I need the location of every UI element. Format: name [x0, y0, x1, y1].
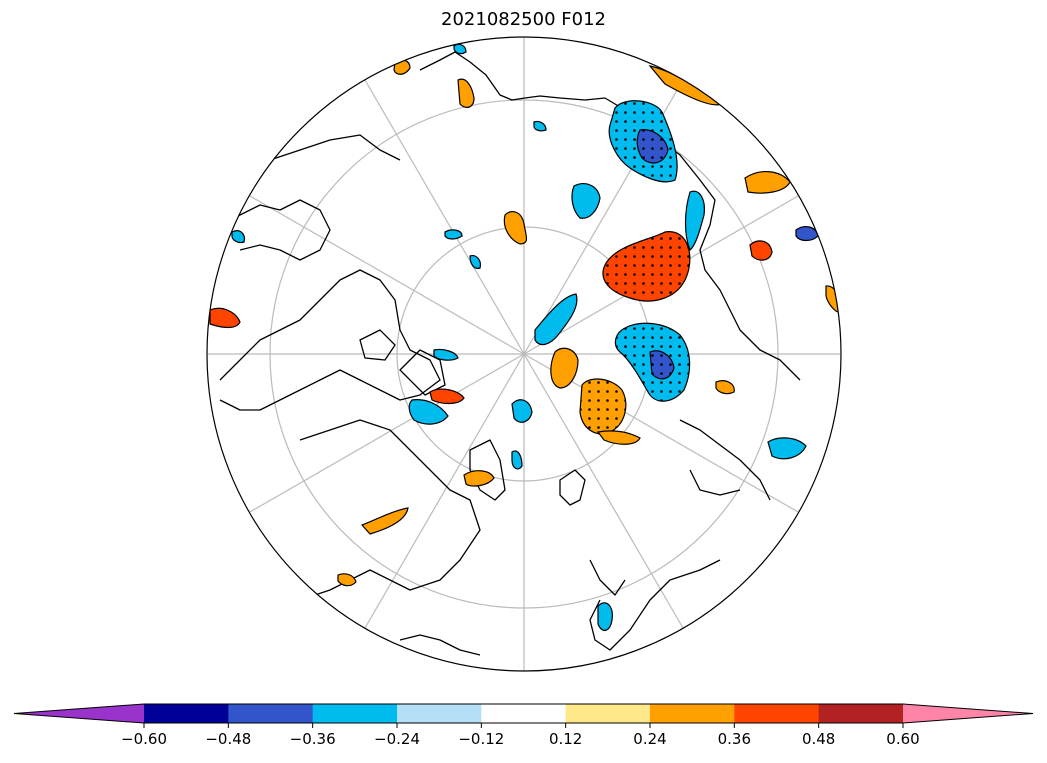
coastline-canadian-archipelago: [219, 269, 441, 411]
colorbar-tick-label: −0.60: [121, 730, 167, 748]
negative-anomaly-region: [453, 43, 467, 55]
coastline-chukotka: [269, 134, 401, 161]
colorbar-swatch: [481, 704, 567, 723]
positive-anomaly-region: [337, 573, 357, 587]
coastline-island: [359, 329, 396, 361]
colorbar-swatch: [650, 704, 735, 723]
colorbar-tick-label: 0.48: [802, 730, 835, 748]
meridian-line: [249, 195, 525, 355]
negative-anomaly-region: [511, 450, 523, 470]
map-boundary: [206, 36, 842, 672]
colorbar-swatch: [397, 704, 482, 723]
colorbar-tick-label: 0.12: [549, 730, 582, 748]
colorbar-extend-high: [903, 704, 1033, 723]
negative-anomaly-region: [408, 399, 449, 425]
positive-anomaly-region: [429, 388, 465, 405]
negative-anomaly-region: [469, 255, 481, 269]
significance-stipple: [580, 378, 626, 434]
polar-map: [206, 36, 842, 672]
negative-anomaly-region: [684, 190, 705, 251]
colorbar-swatch: [144, 704, 229, 723]
colorbar-tick-label: −0.36: [290, 730, 336, 748]
negative-anomaly-region: [433, 348, 459, 361]
significance-stipple: [602, 231, 690, 301]
meridian-line: [364, 353, 525, 629]
negative-anomaly-region: [571, 183, 601, 219]
positive-anomaly-region: [596, 430, 641, 445]
coastline-europe: [679, 419, 771, 501]
positive-anomaly-region: [209, 307, 241, 329]
colorbar-tick-label: 0.24: [633, 730, 666, 748]
negative-anomaly-region: [767, 437, 807, 460]
colorbar-swatch: [228, 704, 314, 723]
map-title: 2021082500 F012: [441, 9, 606, 30]
coastlines: [219, 51, 801, 656]
negative-anomaly-region: [511, 399, 533, 423]
coastline-svalbard: [559, 469, 586, 506]
coastline-iceland: [589, 559, 626, 596]
colorbar-swatch: [312, 704, 398, 723]
meridian-line: [523, 353, 684, 629]
negative-anomaly-region: [533, 120, 547, 132]
colorbar-tick-label: −0.12: [458, 730, 504, 748]
significance-stipple: [615, 323, 690, 402]
coastline-scandinavia: [589, 559, 721, 651]
coastline-greenland: [299, 419, 481, 601]
colorbar-tick-label: −0.24: [374, 730, 420, 748]
significance-stipple: [609, 100, 678, 182]
colorbar-swatch: [734, 704, 820, 723]
coastline-alaska: [229, 199, 331, 261]
anomaly-contours: [209, 43, 841, 631]
colorbar-extend-low: [14, 704, 144, 723]
coastline-siberia: [419, 51, 606, 101]
colorbar: −0.60 −0.48 −0.36 −0.24 −0.12 0.12 0.24 0.36 0.4…: [13, 703, 1034, 748]
positive-anomaly-region: [360, 507, 409, 535]
meridian-line: [364, 79, 525, 355]
coastline-island: [399, 349, 446, 396]
negative-anomaly-region: [534, 293, 578, 346]
positive-anomaly-region: [503, 211, 528, 245]
colorbar-tick-label: 0.36: [718, 730, 751, 748]
positive-anomaly-region: [749, 240, 773, 261]
positive-anomaly-region: [457, 78, 475, 108]
positive-anomaly-region: [463, 470, 495, 487]
coastline-gulf: [689, 469, 741, 496]
negative-anomaly-region: [444, 229, 463, 240]
meridian-line: [249, 353, 525, 513]
colorbar-swatch: [818, 704, 904, 723]
colorbar-swatch: [565, 704, 651, 723]
positive-anomaly-region: [715, 380, 735, 395]
colorbar-tick-label: 0.60: [886, 730, 919, 748]
negative-anomaly-region: [231, 230, 245, 244]
positive-anomaly-region: [550, 347, 579, 389]
coastline-labrador: [399, 634, 481, 656]
colorbar-tick-label: −0.48: [205, 730, 251, 748]
negative-anomaly-region: [597, 602, 613, 631]
